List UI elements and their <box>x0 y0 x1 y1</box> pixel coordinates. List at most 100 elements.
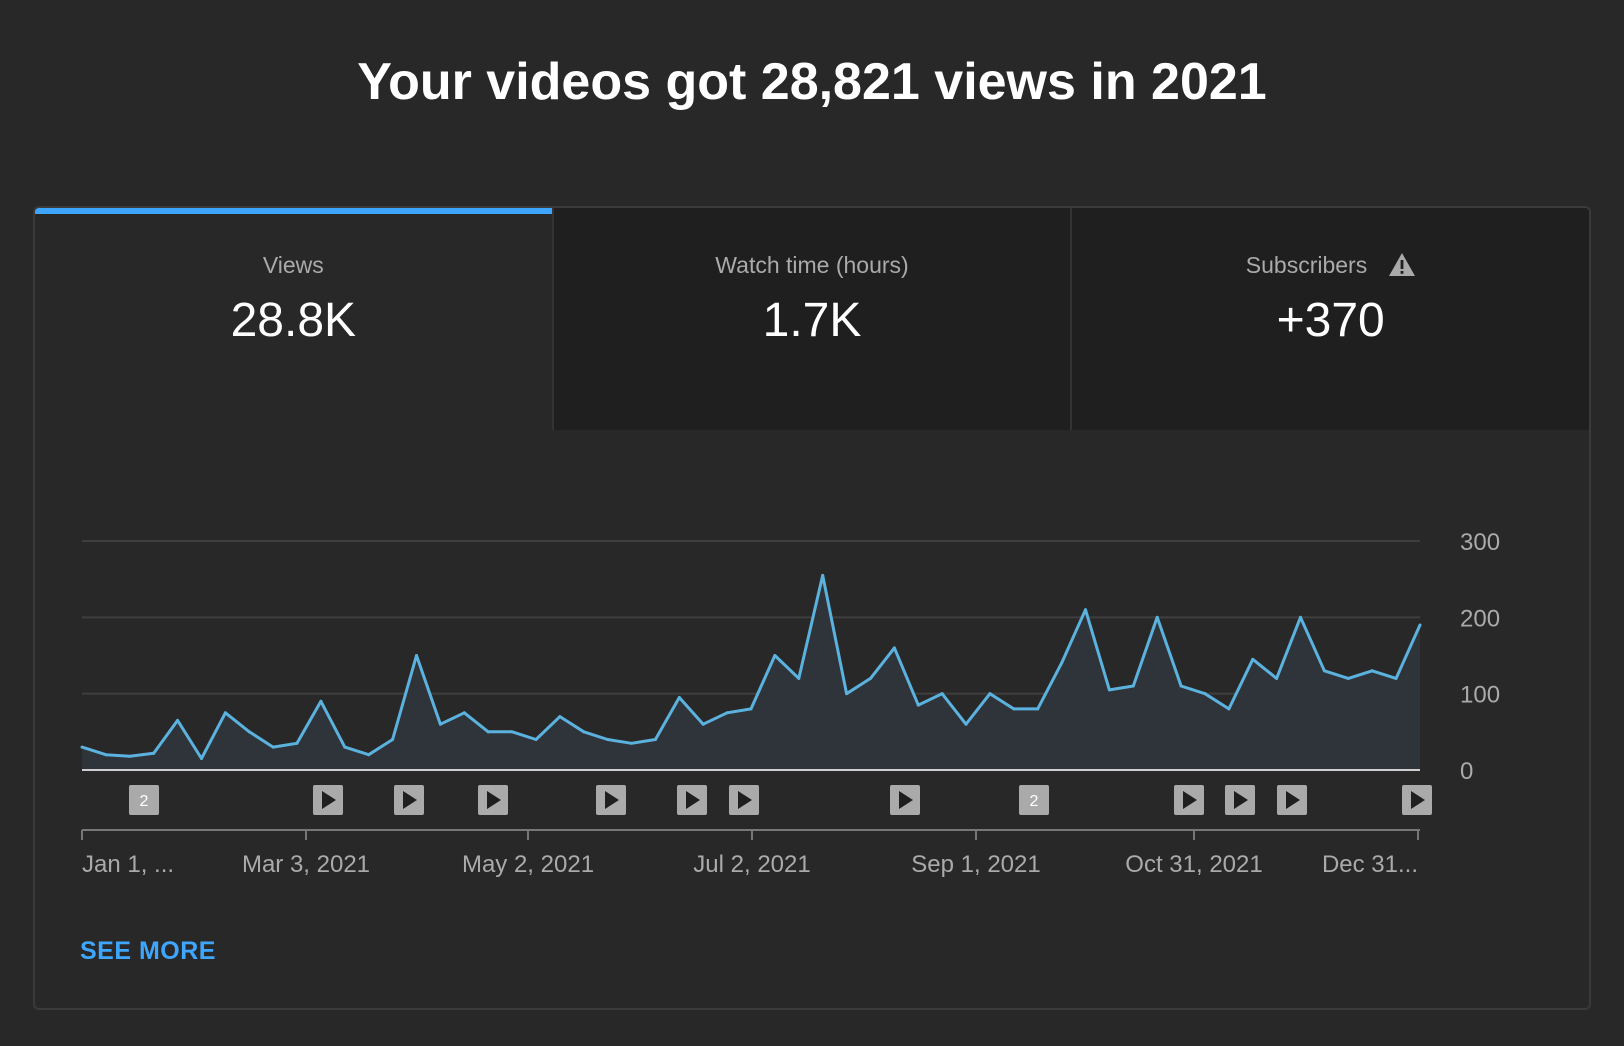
data-point <box>1275 676 1279 680</box>
x-tick-label: Mar 3, 2021 <box>242 851 370 878</box>
tab-views[interactable]: Views 28.8K <box>35 208 552 430</box>
x-tick-label: Jul 2, 2021 <box>693 851 810 878</box>
tab-label-wrap: Subscribers <box>1072 252 1589 283</box>
data-point <box>510 730 514 734</box>
video-marker[interactable] <box>129 785 159 815</box>
data-point <box>534 737 538 741</box>
play-icon <box>1234 791 1248 809</box>
x-tick-label: May 2, 2021 <box>462 851 594 878</box>
tab-label: Views <box>262 252 324 278</box>
see-more-link[interactable]: SEE MORE <box>80 937 216 965</box>
data-point <box>653 737 657 741</box>
data-point <box>1203 692 1207 696</box>
y-tick-label: 300 <box>1460 529 1500 556</box>
data-point <box>1012 707 1016 711</box>
data-point <box>367 753 371 757</box>
data-point <box>701 722 705 726</box>
data-point <box>391 737 395 741</box>
x-tick-label: Jan 1, ... <box>82 851 174 878</box>
data-point <box>868 676 872 680</box>
data-point <box>773 654 777 657</box>
data-point <box>1131 684 1135 688</box>
data-point <box>271 745 275 749</box>
data-point <box>916 703 920 707</box>
tab-value: 1.7K <box>762 294 862 347</box>
analytics-card: Views 28.8K Watch time (hours) 1.7K Subs… <box>33 206 1591 1010</box>
play-icon <box>1183 791 1197 809</box>
data-point <box>343 745 347 749</box>
data-point <box>1227 707 1231 711</box>
data-point <box>845 692 849 696</box>
data-point <box>797 676 801 680</box>
warning-icon[interactable] <box>1388 252 1416 283</box>
data-point <box>1251 657 1255 661</box>
data-point <box>1155 615 1159 619</box>
play-icon <box>738 791 752 809</box>
data-point <box>319 699 323 703</box>
data-point <box>1036 707 1040 711</box>
data-point <box>80 745 84 749</box>
data-point <box>1179 684 1183 688</box>
data-point <box>223 711 227 715</box>
x-tick-label: Dec 31... <box>1322 851 1418 878</box>
data-point <box>462 711 466 715</box>
play-icon <box>403 791 417 809</box>
data-point <box>1370 669 1374 673</box>
data-point <box>1084 608 1087 612</box>
views-area <box>82 575 1420 770</box>
data-point <box>582 730 586 734</box>
data-point <box>247 730 251 734</box>
metric-tabs: Views 28.8K Watch time (hours) 1.7K Subs… <box>35 208 1589 430</box>
data-point <box>988 692 992 696</box>
y-tick-label: 200 <box>1460 605 1500 632</box>
play-icon <box>899 791 913 809</box>
data-point <box>199 757 203 761</box>
data-point <box>725 711 729 715</box>
tab-value: 28.8K <box>230 294 357 347</box>
play-icon <box>686 791 700 809</box>
tab-subscribers[interactable]: Subscribers +370 <box>1070 208 1589 430</box>
y-tick-label: 100 <box>1460 682 1500 709</box>
data-point <box>1060 661 1064 665</box>
data-point <box>964 722 968 726</box>
data-point <box>630 741 634 745</box>
tab-label: Subscribers <box>1245 252 1368 278</box>
page-title: Your videos got 28,821 views in 2021 <box>357 53 1267 111</box>
data-point <box>295 741 299 745</box>
y-tick-label: 0 <box>1460 758 1473 785</box>
data-point <box>1322 669 1326 673</box>
x-tick-label: Sep 1, 2021 <box>911 851 1040 878</box>
data-point <box>1107 688 1111 692</box>
tab-label: Watch time (hours) <box>715 252 909 278</box>
x-tick-label: Oct 31, 2021 <box>1125 851 1262 878</box>
play-icon <box>322 791 336 809</box>
data-point <box>1394 676 1398 680</box>
data-point <box>152 751 156 755</box>
data-point <box>1346 676 1350 680</box>
data-point <box>176 718 180 722</box>
play-icon <box>605 791 619 809</box>
data-point <box>438 722 442 726</box>
data-point <box>821 573 825 577</box>
data-point <box>1418 623 1422 627</box>
data-point <box>415 654 418 657</box>
data-point <box>749 707 753 711</box>
active-tab-indicator <box>35 208 552 214</box>
data-point <box>892 646 896 650</box>
video-marker[interactable] <box>1019 785 1049 815</box>
data-point <box>128 754 132 758</box>
tab-watch-time[interactable]: Watch time (hours) 1.7K <box>551 208 1071 430</box>
video-marker-count: 2 <box>1030 793 1039 810</box>
data-point <box>606 737 610 741</box>
video-marker-count: 2 <box>140 793 149 810</box>
tab-value: +370 <box>1276 294 1385 347</box>
data-point <box>1299 615 1303 619</box>
data-point <box>558 715 562 719</box>
play-icon <box>487 791 501 809</box>
data-point <box>486 730 490 734</box>
play-icon <box>1286 791 1300 809</box>
play-icon <box>1411 791 1425 809</box>
data-point <box>104 753 108 757</box>
data-point <box>940 692 944 696</box>
